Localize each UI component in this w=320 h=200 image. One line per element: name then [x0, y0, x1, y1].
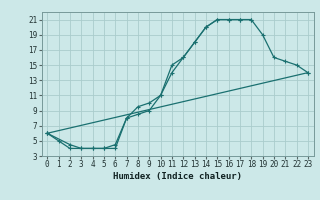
- X-axis label: Humidex (Indice chaleur): Humidex (Indice chaleur): [113, 172, 242, 181]
